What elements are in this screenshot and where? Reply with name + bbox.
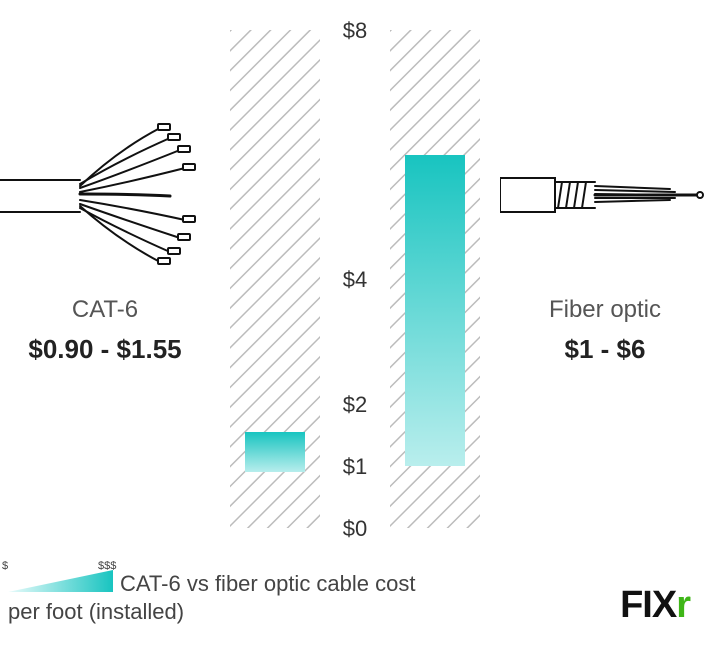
left-illustration-block: [0, 120, 210, 270]
fixr-logo: FIXr: [620, 584, 690, 627]
fiber-price: $1 - $6: [500, 334, 710, 365]
cat6-cable-icon: [0, 120, 210, 270]
ytick-label: $1: [325, 454, 385, 480]
left-text-block: CAT-6 $0.90 - $1.55: [0, 296, 210, 365]
ytick-label: $2: [325, 392, 385, 418]
footer: $ $$$ CAT-6 vs fiber optic cable cost pe…: [0, 560, 710, 654]
bar-cat6: [245, 432, 305, 472]
bar-fiber: [405, 155, 465, 466]
chart-area: $0 $1 $2 $4 $8: [0, 0, 710, 560]
right-text-block: Fiber optic $1 - $6: [500, 296, 710, 365]
ytick-label: $0: [325, 516, 385, 542]
right-illustration-block: [500, 150, 710, 240]
cat6-price: $0.90 - $1.55: [0, 334, 210, 365]
legend-line1: CAT-6 vs fiber optic cable cost: [120, 571, 416, 596]
ytick-label: $8: [325, 18, 385, 44]
legend-text: CAT-6 vs fiber optic cable cost per foot…: [120, 570, 520, 626]
fiber-label: Fiber optic: [500, 296, 710, 324]
legend-swatch: [8, 570, 113, 592]
fiber-optic-cable-icon: [500, 150, 710, 240]
ytick-label: $4: [325, 267, 385, 293]
cat6-label: CAT-6: [0, 296, 210, 324]
logo-green: r: [676, 584, 690, 626]
logo-black: FIX: [620, 584, 676, 626]
legend-line2: per foot (installed): [8, 598, 520, 626]
